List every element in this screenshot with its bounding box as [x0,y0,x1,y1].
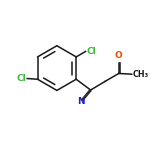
Text: O: O [114,51,122,60]
Text: Cl: Cl [17,74,27,83]
Text: Cl: Cl [86,47,96,56]
Text: CH₃: CH₃ [132,70,149,79]
Text: N: N [77,97,85,106]
